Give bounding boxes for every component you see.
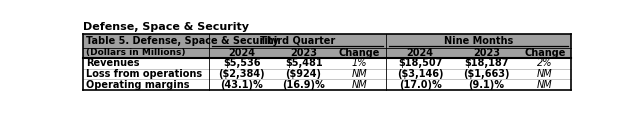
Bar (83, 69, 572, 79)
Text: ($924): ($924) (285, 69, 321, 79)
Text: (16.9)%: (16.9)% (282, 80, 325, 90)
Text: Nine Months: Nine Months (444, 36, 513, 46)
Text: 2023: 2023 (290, 48, 317, 58)
Text: 2024: 2024 (407, 48, 434, 58)
Text: ($1,663): ($1,663) (463, 69, 509, 79)
Text: (17.0)%: (17.0)% (399, 80, 442, 90)
Text: $5,536: $5,536 (223, 58, 260, 68)
Text: 1%: 1% (351, 58, 367, 68)
Text: NM: NM (537, 69, 553, 79)
Text: Change: Change (339, 48, 380, 58)
Text: Third Quarter: Third Quarter (260, 36, 335, 46)
Text: $18,507: $18,507 (398, 58, 442, 68)
Text: ($2,384): ($2,384) (218, 69, 265, 79)
Text: (Dollars in Millions): (Dollars in Millions) (86, 48, 186, 57)
Bar (83, 34, 572, 58)
Text: NM: NM (351, 80, 367, 90)
Text: Revenues: Revenues (86, 58, 140, 68)
Bar (83, 58, 572, 69)
Text: 2023: 2023 (473, 48, 500, 58)
Text: $18,187: $18,187 (464, 58, 509, 68)
Text: Table 5. Defense, Space & Security: Table 5. Defense, Space & Security (86, 36, 279, 46)
Text: 2%: 2% (537, 58, 552, 68)
Text: NM: NM (351, 69, 367, 79)
Text: Defense, Space & Security: Defense, Space & Security (83, 22, 249, 32)
Text: Operating margins: Operating margins (86, 80, 189, 90)
Bar (83, 79, 572, 90)
Text: NM: NM (537, 80, 553, 90)
Text: $5,481: $5,481 (285, 58, 323, 68)
Text: Change: Change (524, 48, 566, 58)
Text: 2024: 2024 (228, 48, 255, 58)
Text: ($3,146): ($3,146) (397, 69, 444, 79)
Text: (43.1)%: (43.1)% (220, 80, 263, 90)
Text: (9.1)%: (9.1)% (468, 80, 504, 90)
Text: Loss from operations: Loss from operations (86, 69, 202, 79)
